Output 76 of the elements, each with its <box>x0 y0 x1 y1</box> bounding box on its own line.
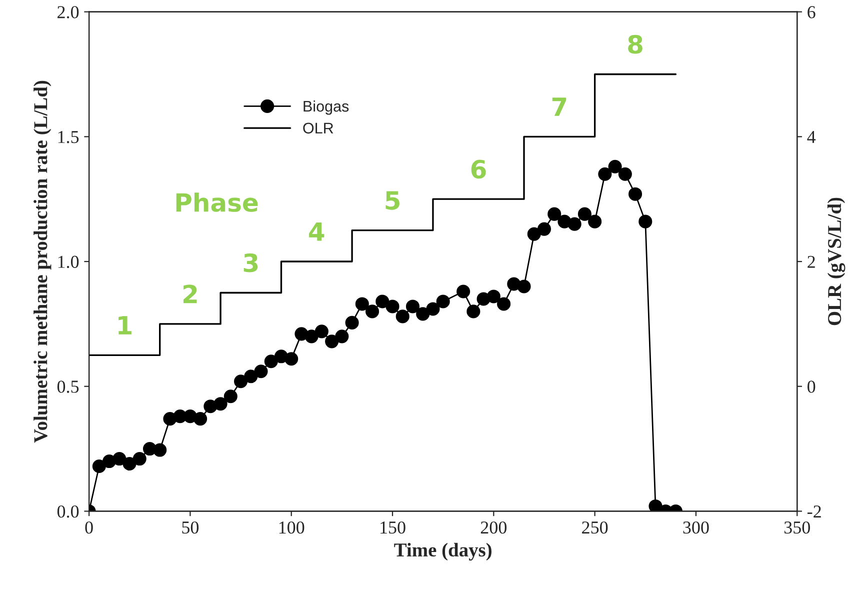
point <box>386 300 400 314</box>
point <box>254 364 268 378</box>
y2-axis-title: OLR (gVS/L/d) <box>827 198 846 326</box>
legend-label: Biogas <box>304 100 349 115</box>
point <box>92 460 106 474</box>
annotation: 2 <box>183 284 197 304</box>
point <box>466 304 480 318</box>
point <box>153 443 167 457</box>
y-tick-label: 0.0 <box>57 505 79 518</box>
point <box>628 187 642 201</box>
y2-tick-label: 4 <box>807 131 816 143</box>
point <box>355 297 369 311</box>
y-tick-label: 1.0 <box>58 256 79 268</box>
point <box>618 167 632 181</box>
x-tick-label: 200 <box>480 521 507 534</box>
point <box>638 214 652 228</box>
point <box>122 457 136 471</box>
y2-tick-label: 6 <box>808 6 816 18</box>
point <box>284 352 298 366</box>
point <box>325 334 339 348</box>
point <box>527 227 541 241</box>
point <box>194 412 208 426</box>
point <box>112 452 126 466</box>
point <box>537 222 552 236</box>
point <box>548 207 562 221</box>
point <box>416 307 430 321</box>
point <box>497 297 511 311</box>
annotation: 3 <box>244 253 258 272</box>
annotation: 1 <box>118 316 132 334</box>
x-tick-label: 250 <box>582 521 608 534</box>
y-axis-title: Volumetric methane production rate (L/Ld) <box>34 80 52 443</box>
annotation: 5 <box>386 191 400 210</box>
annotation: 6 <box>471 160 486 179</box>
point <box>244 370 258 384</box>
legend-label: OLR <box>303 122 334 134</box>
y-tick-label: 2.0 <box>58 6 79 18</box>
x-tick-label: 300 <box>683 521 709 534</box>
y2-tick-label: 2 <box>808 256 815 268</box>
x-tick-label: 50 <box>182 521 199 534</box>
point <box>426 302 440 316</box>
point <box>608 160 622 174</box>
point <box>588 214 602 228</box>
point <box>304 330 318 344</box>
point <box>224 390 238 404</box>
annotation: 4 <box>309 222 324 241</box>
point <box>486 290 500 304</box>
annotation: 7 <box>552 98 566 116</box>
y-tick-label: 0.5 <box>57 380 79 393</box>
point <box>598 167 612 181</box>
point <box>132 452 146 466</box>
point <box>214 397 228 411</box>
x-tick-label: 0 <box>85 521 93 534</box>
x-tick-label: 350 <box>784 521 810 534</box>
x-tick-label: 150 <box>380 521 406 534</box>
point <box>456 284 470 298</box>
y-tick-label: 1.5 <box>58 131 79 144</box>
point <box>264 354 278 368</box>
point <box>345 316 359 330</box>
point <box>234 374 248 388</box>
point <box>396 310 410 324</box>
point <box>314 324 328 338</box>
point <box>366 304 380 318</box>
point <box>406 300 420 314</box>
x-tick-label: 100 <box>279 521 304 534</box>
point <box>578 207 592 221</box>
point <box>436 294 450 308</box>
y2-tick-label: -2 <box>808 506 821 518</box>
y2-tick-label: 0 <box>808 380 816 393</box>
point <box>648 499 662 512</box>
point <box>517 280 531 294</box>
point <box>376 294 390 308</box>
point <box>335 330 349 344</box>
point <box>568 217 582 231</box>
annotation: 8 <box>628 34 642 54</box>
annotation: Phase <box>176 192 258 212</box>
x-axis-title: Time (days) <box>394 542 492 561</box>
